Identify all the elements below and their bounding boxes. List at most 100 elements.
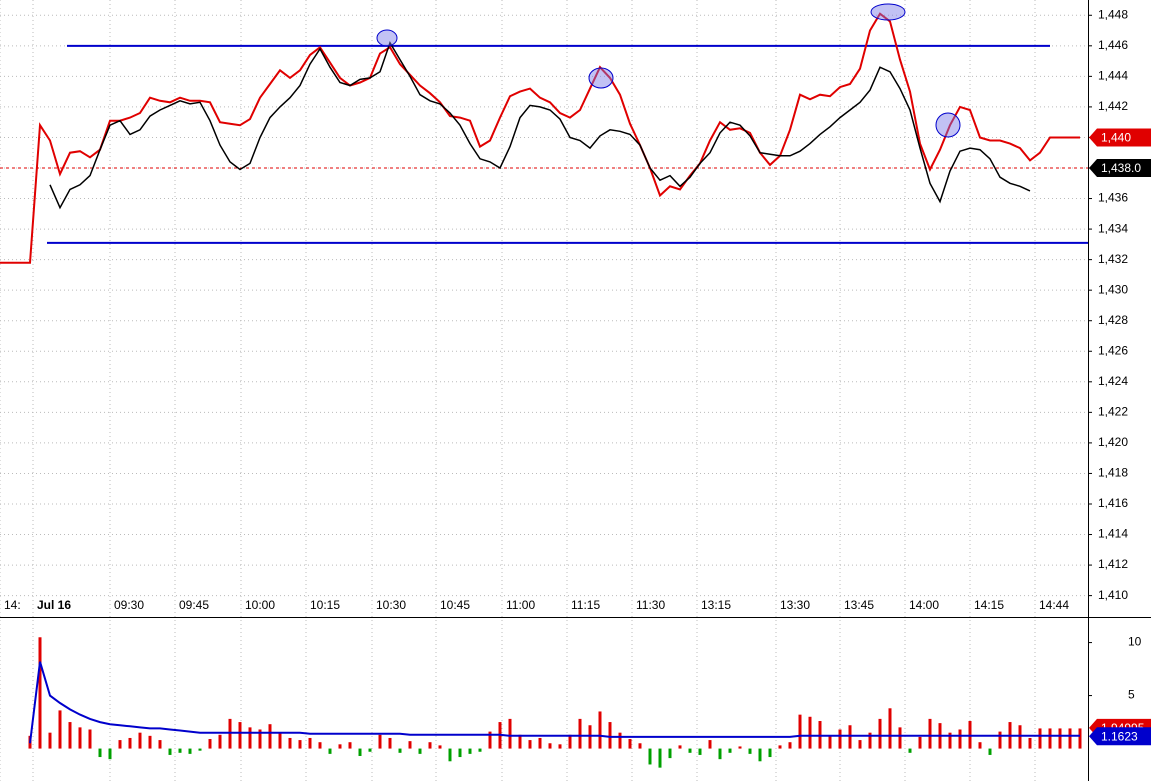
volume-bar bbox=[868, 732, 872, 749]
volume-bar bbox=[138, 732, 142, 749]
last-value-label-box bbox=[1089, 128, 1151, 147]
volume-bar bbox=[398, 748, 402, 753]
volume-bar bbox=[418, 748, 422, 754]
x-tick-label: 09:45 bbox=[179, 598, 209, 612]
highlight bbox=[935, 112, 961, 138]
y-tick-label: 1,436 bbox=[1098, 191, 1128, 205]
volume-bar bbox=[378, 734, 382, 749]
volume-bar bbox=[568, 734, 572, 749]
volume-bar bbox=[818, 721, 822, 749]
volume-bar bbox=[328, 748, 332, 754]
volume-bar bbox=[768, 748, 772, 758]
volume-bar bbox=[748, 748, 752, 754]
volume-bar bbox=[788, 742, 792, 749]
volume-bar bbox=[248, 727, 252, 749]
volume-bar bbox=[828, 735, 832, 749]
volume-bar bbox=[538, 737, 542, 749]
volume-bar bbox=[278, 732, 282, 749]
volume-bar bbox=[968, 721, 972, 749]
x-tick-label: 10:30 bbox=[376, 598, 406, 612]
last-value-label-box bbox=[1089, 727, 1151, 746]
y-tick-label: 1,420 bbox=[1098, 435, 1128, 449]
y-tick-label: 1,446 bbox=[1098, 38, 1128, 52]
volume-bar bbox=[148, 735, 152, 749]
volume-bar bbox=[518, 734, 522, 749]
volume-bar bbox=[778, 745, 782, 749]
x-tick-label: 13:45 bbox=[844, 598, 874, 612]
volume-bar bbox=[308, 737, 312, 749]
volume-bar bbox=[1068, 728, 1072, 749]
x-tick-label: 09:30 bbox=[114, 598, 144, 612]
volume-bar bbox=[158, 740, 162, 749]
volume-bar bbox=[1028, 737, 1032, 749]
volume-bar bbox=[998, 731, 1002, 749]
volume-bar bbox=[238, 722, 242, 749]
y-tick-label: 1,448 bbox=[1098, 7, 1128, 21]
volume-bar bbox=[618, 732, 622, 749]
x-tick-label: 10:15 bbox=[310, 598, 340, 612]
x-tick-label: 11:00 bbox=[506, 598, 535, 612]
volume-bar bbox=[368, 748, 372, 752]
volume-bar bbox=[58, 710, 62, 749]
x-tick-label: Jul 16 bbox=[37, 598, 71, 612]
volume-bar bbox=[888, 708, 892, 749]
volume-bar bbox=[128, 737, 132, 749]
volume-bar bbox=[358, 748, 362, 756]
volume-bar bbox=[528, 740, 532, 749]
volume-bar bbox=[738, 746, 742, 749]
x-tick-label: 10:00 bbox=[245, 598, 275, 612]
volume-bar bbox=[298, 740, 302, 749]
x-tick-label: 14:44 bbox=[1039, 598, 1069, 612]
y-tick-label: 1,432 bbox=[1098, 252, 1128, 266]
volume-bar bbox=[978, 742, 982, 749]
volume-bar bbox=[808, 716, 812, 749]
volume-bar bbox=[488, 731, 492, 749]
volume-bar bbox=[708, 740, 712, 749]
volume-bar bbox=[258, 729, 262, 749]
volume-bar bbox=[198, 748, 202, 751]
volume-bar bbox=[698, 748, 702, 755]
y-tick-label: 1,444 bbox=[1098, 69, 1128, 83]
volume-bar bbox=[438, 745, 442, 749]
highlights bbox=[376, 3, 961, 138]
y-tick-label: 1,414 bbox=[1098, 527, 1128, 541]
volume-bar bbox=[1078, 728, 1082, 749]
volume-bar bbox=[468, 748, 472, 754]
volume-bar bbox=[558, 744, 562, 749]
volume-bar bbox=[718, 748, 722, 760]
y-tick-label: 1,422 bbox=[1098, 405, 1128, 419]
volume-bar bbox=[858, 740, 862, 749]
volume-bar bbox=[988, 748, 992, 755]
volume-bar bbox=[288, 737, 292, 749]
volume-bar bbox=[908, 748, 912, 753]
volume-bar bbox=[658, 748, 662, 768]
volume-bar bbox=[38, 637, 42, 749]
volume-bar bbox=[78, 727, 82, 749]
volume-bar bbox=[798, 714, 802, 749]
volume-bar bbox=[678, 745, 682, 749]
volume-bar bbox=[1058, 728, 1062, 749]
volume-bar bbox=[118, 740, 122, 749]
price-line bbox=[49, 41, 1031, 210]
volume-bar bbox=[388, 737, 392, 749]
x-tick-label: 11:30 bbox=[636, 598, 665, 612]
volume-bar bbox=[268, 724, 272, 749]
volume-bar bbox=[458, 748, 462, 758]
volume-bar bbox=[68, 722, 72, 749]
volume-bar bbox=[88, 729, 92, 749]
price-line bbox=[0, 12, 1080, 264]
volume-bar bbox=[728, 748, 732, 753]
volume-bar bbox=[688, 748, 692, 753]
y-tick-label: 1,428 bbox=[1098, 313, 1128, 327]
volume-bar bbox=[428, 742, 432, 749]
volume-bar bbox=[108, 748, 112, 760]
volume-bar bbox=[628, 739, 632, 749]
volume-bar bbox=[918, 736, 922, 749]
volume-bar bbox=[848, 725, 852, 749]
volume-bar bbox=[178, 748, 182, 753]
volume-bar bbox=[448, 748, 452, 762]
volume-bar bbox=[638, 743, 642, 749]
volume-bar bbox=[208, 739, 212, 749]
